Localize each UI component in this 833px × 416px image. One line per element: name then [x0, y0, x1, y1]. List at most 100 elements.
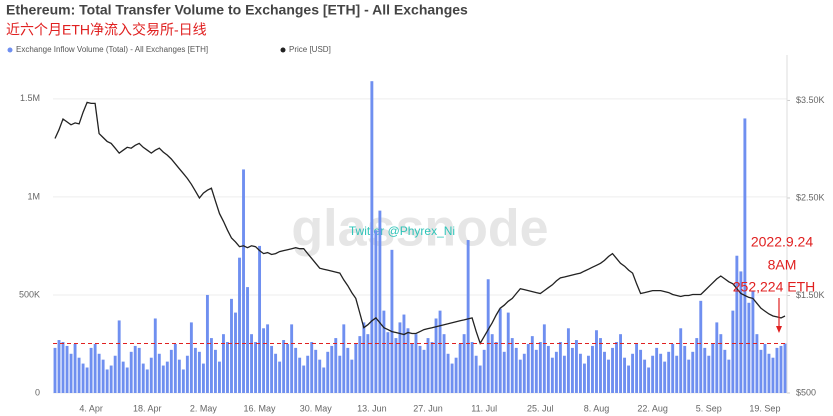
- bar: [378, 210, 382, 393]
- bar: [695, 338, 699, 393]
- bar: [250, 334, 253, 393]
- bar: [739, 271, 743, 393]
- bar: [599, 338, 602, 393]
- bar: [310, 342, 314, 393]
- bar: [767, 353, 771, 393]
- bar: [510, 338, 514, 393]
- price-line: [54, 101, 786, 345]
- bar: [490, 334, 494, 393]
- x-tick-label: 13. Jun: [357, 403, 387, 413]
- chart-title: Ethereum: Total Transfer Volume to Excha…: [6, 2, 468, 18]
- bar: [759, 349, 763, 393]
- bar: [362, 322, 366, 393]
- bar: [755, 334, 759, 393]
- bar: [506, 312, 510, 393]
- bar: [77, 357, 81, 393]
- bar: [550, 357, 554, 393]
- bar: [619, 334, 622, 393]
- bar: [623, 357, 627, 393]
- bar: [390, 249, 394, 393]
- bar: [743, 118, 747, 393]
- bar: [406, 328, 410, 393]
- bar: [470, 342, 474, 393]
- bar: [125, 367, 129, 393]
- bar: [358, 336, 362, 393]
- bar: [165, 361, 169, 393]
- bar: [81, 363, 85, 393]
- bar: [398, 322, 402, 393]
- bar: [282, 340, 286, 393]
- bar: [611, 347, 614, 393]
- bar: [185, 355, 189, 393]
- bar: [486, 279, 490, 393]
- bar: [558, 342, 562, 393]
- bar: [446, 353, 450, 393]
- bar: [779, 345, 783, 393]
- bar: [121, 361, 125, 393]
- bar: [97, 353, 101, 393]
- bar: [775, 347, 779, 393]
- bar: [234, 312, 237, 393]
- legend-marker: [7, 47, 13, 53]
- y-tick-label: 1M: [27, 191, 40, 201]
- bar: [286, 343, 290, 393]
- bar: [442, 334, 446, 393]
- bar: [583, 363, 586, 393]
- bar: [298, 357, 302, 393]
- y-tick-label: 500K: [19, 289, 40, 299]
- bar: [683, 345, 687, 393]
- y2-tick-label: $2.50K: [796, 192, 825, 202]
- bar: [578, 353, 582, 393]
- bar: [763, 343, 767, 393]
- bar: [502, 351, 506, 393]
- bar: [213, 349, 217, 393]
- bar: [173, 343, 177, 393]
- x-tick-label: 5. Sep: [696, 403, 722, 413]
- bar: [723, 349, 727, 393]
- x-tick-label: 30. May: [300, 403, 333, 413]
- bar: [193, 347, 197, 393]
- bar: [354, 343, 358, 393]
- x-tick-label: 8. Aug: [584, 403, 610, 413]
- bar: [69, 353, 73, 393]
- bar: [161, 365, 165, 393]
- bar: [438, 310, 442, 393]
- annotation: 2022.9.24: [751, 234, 813, 250]
- bar: [145, 369, 149, 393]
- bar: [189, 322, 193, 393]
- legend-marker: [280, 47, 286, 53]
- bar: [747, 302, 751, 393]
- bar: [591, 345, 594, 393]
- bar: [101, 359, 105, 393]
- bar: [422, 349, 426, 393]
- x-tick-label: 11. Jul: [471, 403, 497, 413]
- bar: [530, 336, 534, 393]
- bar: [711, 343, 715, 393]
- bar: [342, 324, 346, 393]
- bar: [197, 351, 201, 393]
- bar: [109, 365, 113, 393]
- bar: [278, 361, 282, 393]
- bar: [731, 310, 735, 393]
- bar: [466, 240, 470, 393]
- credit: Twitter @Phyrex_Ni: [349, 224, 455, 238]
- bar: [562, 355, 566, 393]
- x-tick-label: 16. May: [244, 403, 277, 413]
- bar: [659, 353, 663, 393]
- bar: [141, 363, 145, 393]
- bar: [414, 334, 418, 393]
- bar: [209, 338, 213, 393]
- annotation: 8AM: [768, 257, 797, 273]
- bar: [570, 347, 574, 393]
- bar: [639, 349, 643, 393]
- x-tick-label: 27. Jun: [413, 403, 443, 413]
- bar: [402, 314, 406, 393]
- bar: [254, 342, 257, 393]
- bar: [587, 355, 590, 393]
- bar: [454, 357, 458, 393]
- bar: [65, 345, 69, 393]
- bar: [89, 347, 93, 393]
- bar: [607, 359, 610, 393]
- bar: [322, 367, 326, 393]
- legend-label: Price [USD]: [289, 45, 331, 54]
